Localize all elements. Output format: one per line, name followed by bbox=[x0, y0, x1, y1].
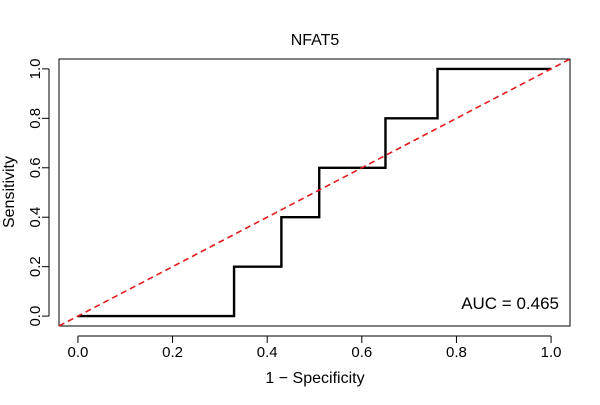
y-tick-label: 0.0 bbox=[27, 306, 44, 327]
y-tick-label: 0.4 bbox=[27, 207, 44, 228]
y-tick-label: 0.6 bbox=[27, 157, 44, 178]
x-axis: 0.0 0.2 0.4 0.6 0.8 1.0 bbox=[67, 335, 562, 361]
x-tick-label: 0.2 bbox=[162, 344, 183, 361]
y-axis-label: Sensitivity bbox=[1, 156, 18, 228]
chart-title: NFAT5 bbox=[291, 32, 340, 49]
y-tick-label: 1.0 bbox=[27, 58, 44, 79]
x-tick-label: 0.4 bbox=[257, 344, 278, 361]
y-axis: 0.0 0.2 0.4 0.6 0.8 1.0 bbox=[27, 58, 50, 327]
y-tick-label: 0.8 bbox=[27, 108, 44, 129]
y-tick-label: 0.2 bbox=[27, 256, 44, 277]
x-tick-label: 1.0 bbox=[541, 344, 562, 361]
roc-curve-line bbox=[77, 67, 552, 318]
x-tick-label: 0.6 bbox=[351, 344, 372, 361]
x-tick-label: 0.0 bbox=[67, 344, 88, 361]
x-axis-label: 1 − Specificity bbox=[265, 370, 364, 387]
plot-frame bbox=[58, 58, 571, 327]
x-tick-label: 0.8 bbox=[446, 344, 467, 361]
auc-annotation: AUC = 0.465 bbox=[461, 294, 559, 313]
plot-area bbox=[58, 58, 571, 327]
diagonal-reference-line bbox=[58, 58, 571, 327]
